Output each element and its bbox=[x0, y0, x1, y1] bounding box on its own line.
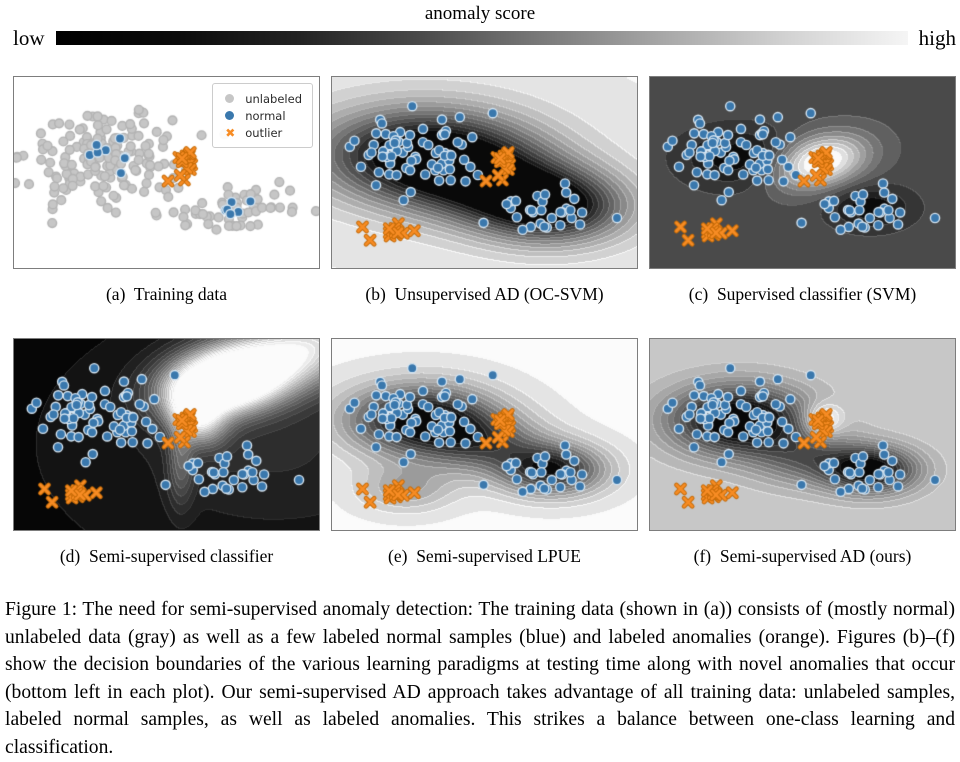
panel-f-caption: (f) Semi-supervised AD (ours) bbox=[693, 546, 912, 566]
panel-c-caption: (c) Supervised classifier (SVM) bbox=[688, 284, 917, 304]
panel-d-plot bbox=[14, 339, 319, 530]
panel-e-plot-area bbox=[331, 338, 638, 531]
legend-label-normal: normal bbox=[245, 108, 286, 123]
panel-c-plot bbox=[650, 77, 955, 268]
colorbar-low-label: low bbox=[13, 26, 45, 50]
colorbar: anomaly score low high bbox=[0, 0, 960, 50]
panel-d: (d) Semi-supervised classifier bbox=[13, 338, 320, 567]
panel-b: (b) Unsupervised AD (OC-SVM) bbox=[331, 76, 638, 305]
panel-c: (c) Supervised classifier (SVM) bbox=[649, 76, 956, 305]
panel-row-1: unlabeled normal ✖ outlier (a) Training … bbox=[0, 76, 960, 305]
colorbar-title: anomaly score bbox=[424, 3, 536, 24]
colorbar-row: low high bbox=[0, 26, 960, 50]
panel-b-plot-area bbox=[331, 76, 638, 269]
normal-dot-icon bbox=[225, 111, 235, 120]
colorbar-gradient bbox=[55, 31, 908, 45]
panel-c-plot-area bbox=[649, 76, 956, 269]
panel-b-caption: (b) Unsupervised AD (OC-SVM) bbox=[365, 284, 604, 304]
panel-f: (f) Semi-supervised AD (ours) bbox=[649, 338, 956, 567]
colorbar-high-label: high bbox=[918, 26, 956, 50]
panel-f-plot bbox=[650, 339, 955, 530]
legend-label-unlabeled: unlabeled bbox=[245, 91, 302, 106]
panel-a: unlabeled normal ✖ outlier (a) Training … bbox=[13, 76, 320, 305]
panel-d-caption: (d) Semi-supervised classifier bbox=[59, 546, 274, 566]
panel-a-plot-area: unlabeled normal ✖ outlier bbox=[13, 76, 320, 269]
figure-caption: Figure 1: The need for semi-supervised a… bbox=[5, 599, 955, 758]
unlabeled-dot-icon bbox=[225, 94, 235, 103]
legend-item-normal: normal bbox=[222, 107, 302, 124]
panel-b-plot bbox=[332, 77, 637, 268]
panel-e-plot bbox=[332, 339, 637, 530]
legend: unlabeled normal ✖ outlier bbox=[212, 83, 313, 148]
legend-item-outlier: ✖ outlier bbox=[222, 124, 302, 141]
legend-label-outlier: outlier bbox=[245, 125, 283, 140]
panel-row-2: (d) Semi-supervised classifier (e) Semi-… bbox=[0, 338, 960, 567]
outlier-x-icon: ✖ bbox=[225, 125, 236, 140]
panel-e-caption: (e) Semi-supervised LPUE bbox=[388, 546, 581, 566]
legend-item-unlabeled: unlabeled bbox=[222, 90, 302, 107]
panel-f-plot-area bbox=[649, 338, 956, 531]
panel-a-caption: (a) Training data bbox=[105, 284, 228, 304]
panel-d-plot-area bbox=[13, 338, 320, 531]
panel-e: (e) Semi-supervised LPUE bbox=[331, 338, 638, 567]
